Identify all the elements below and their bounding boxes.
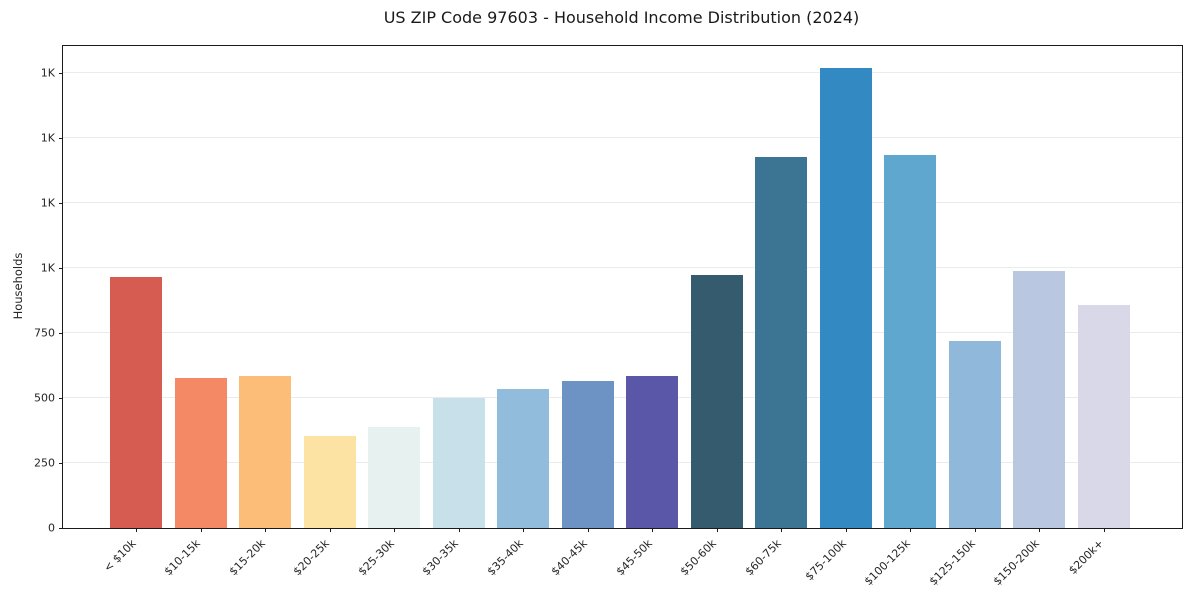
x-tick-mark-10-15k (200, 528, 202, 532)
x-tick-mark-75-100k (845, 528, 847, 532)
gridline-1750 (63, 72, 1182, 74)
gridline-750 (63, 332, 1182, 334)
y-tick-label-4: 1K (40, 261, 55, 275)
x-tick-mark-20-25k (329, 528, 331, 532)
x-tick-mark-35-40k (523, 528, 525, 532)
x-tick-mark-25-30k (394, 528, 396, 532)
x-tick-mark-10k (136, 528, 137, 532)
y-tick-label-6: 1K (40, 131, 55, 145)
bar-75-100k (819, 68, 872, 528)
x-tick-label-45-50k: $45-50k (613, 536, 655, 579)
x-tick-label-200k: $200k+ (1066, 536, 1107, 577)
bar-40-45k (561, 380, 614, 528)
chart-title: US ZIP Code 97603 - Household Income Dis… (383, 8, 860, 27)
x-tick-label-25-30k: $25-30k (355, 536, 397, 579)
y-axis-label: Households (11, 252, 25, 320)
x-tick-label-10k: < $10k (101, 536, 139, 575)
x-tick-mark-45-50k (652, 528, 654, 532)
gridline-1500 (63, 137, 1182, 139)
x-tick-label-10-15k: $10-15k (161, 536, 204, 579)
x-tick-label-150-200k: $150-200k (990, 536, 1043, 589)
y-tick-mark-1 (59, 463, 63, 464)
x-tick-label-75-100k: $75-100k (802, 536, 849, 584)
x-tick-mark-30-35k (458, 528, 460, 532)
x-tick-label-20-25k: $20-25k (290, 536, 333, 579)
y-tick-mark-2 (59, 398, 63, 399)
gridline-500 (63, 397, 1182, 399)
y-tick-mark-0 (59, 528, 63, 529)
y-tick-label-3: 750 (34, 326, 55, 340)
gridline-1000 (63, 267, 1182, 269)
bar-35-40k (497, 389, 550, 528)
x-tick-label-40-45k: $40-45k (549, 536, 591, 579)
x-tick-label-125-150k: $125-150k (926, 536, 978, 589)
bar-20-25k (303, 435, 356, 528)
plot-area: 0 250 500 750 1K 1K 1K 1K < $10k $10-15k $15-20k $… (34, 45, 1183, 588)
y-tick-mark-3 (59, 333, 63, 335)
x-tick-mark-15-20k (265, 528, 267, 532)
x-tick-label-60-75k: $60-75k (742, 536, 784, 579)
bar-45-50k (626, 376, 679, 528)
bar-30-35k (432, 397, 485, 528)
x-tick-label-100-125k: $100-125k (861, 536, 914, 589)
bar-10-15k (174, 377, 227, 528)
y-tick-label-0: 0 (48, 521, 55, 535)
x-tick-label-30-35k: $30-35k (420, 536, 462, 579)
y-tick-label-7: 1K (40, 66, 55, 80)
x-tick-mark-60-75k (781, 528, 783, 532)
y-tick-label-2: 500 (34, 391, 55, 405)
y-tick-mark-4 (59, 268, 63, 270)
bar-15-20k (239, 376, 292, 528)
bar-100-125k (884, 154, 937, 528)
gridline-250 (63, 462, 1182, 464)
y-tick-label-5: 1K (40, 196, 55, 210)
bar-60-75k (755, 156, 808, 528)
x-tick-label-50-60k: $50-60k (678, 536, 720, 579)
bar-125-150k (948, 340, 1001, 528)
x-tick-mark-150-200k (1039, 528, 1041, 532)
y-tick-mark-7 (59, 73, 63, 75)
x-tick-mark-50-60k (716, 528, 718, 532)
x-tick-label-35-40k: $35-40k (484, 536, 526, 579)
y-tick-mark-6 (59, 138, 63, 140)
gridline-1250 (63, 202, 1182, 204)
bar-10k (110, 277, 162, 528)
x-tick-mark-200k (1103, 528, 1105, 532)
bar-150-200k (1013, 270, 1066, 528)
x-tick-mark-125-150k (974, 528, 976, 532)
x-tick-mark-40-45k (587, 528, 589, 532)
y-tick-mark-5 (59, 203, 63, 205)
x-tick-label-15-20k: $15-20k (226, 536, 268, 579)
bar-25-30k (368, 426, 421, 528)
bar-50-60k (690, 275, 743, 528)
x-tick-mark-100-125k (910, 528, 912, 532)
y-tick-label-1: 250 (34, 456, 55, 470)
bar-200k (1077, 304, 1130, 528)
